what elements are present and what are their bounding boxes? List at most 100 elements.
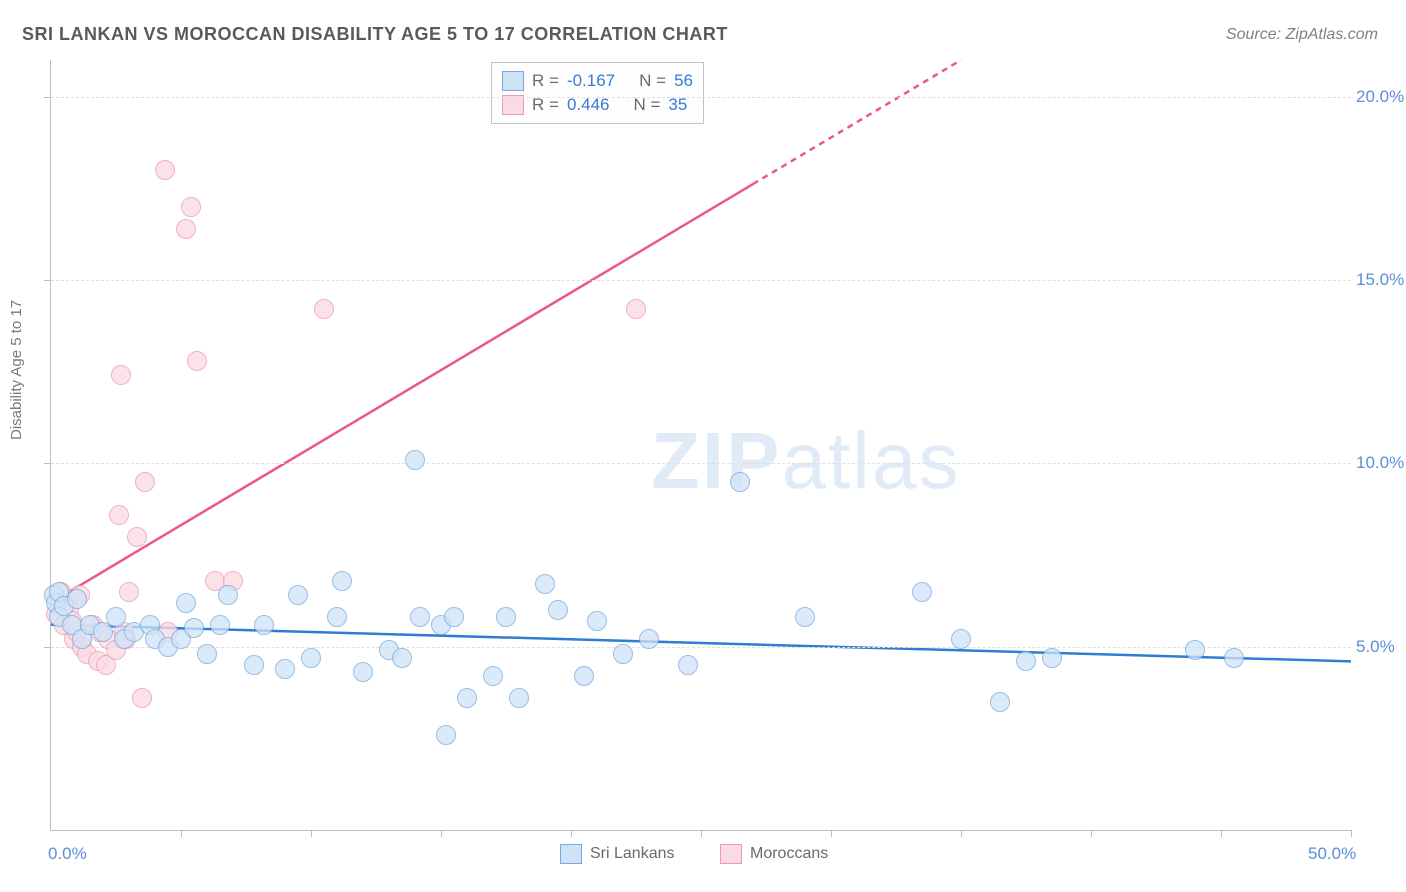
scatter-point-moroccans (132, 688, 152, 708)
y-axis-value: 5.0% (1356, 637, 1395, 657)
trend-line (753, 60, 961, 184)
legend-label: Moroccans (750, 845, 828, 863)
legend-r-label: R = (532, 71, 559, 91)
legend-row: R = -0.167 N = 56 (502, 69, 693, 93)
scatter-point-sri_lankans (1016, 651, 1036, 671)
trend-lines-layer (51, 60, 1351, 830)
scatter-point-sri_lankans (301, 648, 321, 668)
scatter-point-sri_lankans (288, 585, 308, 605)
y-tick (44, 97, 51, 98)
legend-r-value: 0.446 (567, 95, 610, 115)
scatter-point-moroccans (314, 299, 334, 319)
y-tick (44, 647, 51, 648)
scatter-point-sri_lankans (244, 655, 264, 675)
scatter-point-sri_lankans (613, 644, 633, 664)
scatter-point-sri_lankans (436, 725, 456, 745)
scatter-point-sri_lankans (184, 618, 204, 638)
scatter-point-sri_lankans (327, 607, 347, 627)
scatter-point-sri_lankans (410, 607, 430, 627)
legend-r-value: -0.167 (567, 71, 615, 91)
scatter-point-sri_lankans (990, 692, 1010, 712)
scatter-point-sri_lankans (912, 582, 932, 602)
scatter-point-sri_lankans (457, 688, 477, 708)
y-axis-value: 20.0% (1356, 87, 1404, 107)
scatter-point-sri_lankans (197, 644, 217, 664)
legend-swatch (502, 95, 524, 115)
scatter-point-sri_lankans (254, 615, 274, 635)
legend-n-value: 56 (674, 71, 693, 91)
scatter-point-moroccans (111, 365, 131, 385)
legend-r-label: R = (532, 95, 559, 115)
x-tick (441, 830, 442, 837)
x-tick (311, 830, 312, 837)
scatter-point-sri_lankans (275, 659, 295, 679)
scatter-point-sri_lankans (1224, 648, 1244, 668)
scatter-point-sri_lankans (392, 648, 412, 668)
scatter-point-sri_lankans (67, 589, 87, 609)
gridline-h (51, 280, 1351, 281)
x-axis-value: 50.0% (1308, 844, 1356, 864)
x-axis-value: 0.0% (48, 844, 87, 864)
scatter-point-moroccans (155, 160, 175, 180)
x-tick (961, 830, 962, 837)
scatter-point-sri_lankans (106, 607, 126, 627)
legend-swatch (502, 71, 524, 91)
scatter-point-sri_lankans (218, 585, 238, 605)
y-tick (44, 280, 51, 281)
scatter-point-sri_lankans (332, 571, 352, 591)
legend-label: Sri Lankans (590, 845, 675, 863)
legend-n-label: N = (633, 95, 660, 115)
gridline-h (51, 647, 1351, 648)
scatter-point-sri_lankans (176, 593, 196, 613)
scatter-point-sri_lankans (639, 629, 659, 649)
trend-line (51, 184, 753, 603)
legend-n-label: N = (639, 71, 666, 91)
scatter-point-sri_lankans (587, 611, 607, 631)
scatter-point-sri_lankans (678, 655, 698, 675)
x-tick (1091, 830, 1092, 837)
y-axis-value: 15.0% (1356, 270, 1404, 290)
scatter-point-moroccans (626, 299, 646, 319)
legend-swatch (720, 844, 742, 864)
x-tick (1221, 830, 1222, 837)
legend-n-value: 35 (668, 95, 687, 115)
scatter-point-moroccans (187, 351, 207, 371)
trend-line (51, 625, 1351, 662)
source-attribution: Source: ZipAtlas.com (1226, 26, 1378, 44)
x-tick (571, 830, 572, 837)
x-tick (701, 830, 702, 837)
scatter-point-moroccans (181, 197, 201, 217)
scatter-point-sri_lankans (535, 574, 555, 594)
legend-swatch (560, 844, 582, 864)
y-axis-label: Disability Age 5 to 17 (8, 300, 25, 440)
gridline-h (51, 463, 1351, 464)
x-tick (1351, 830, 1352, 837)
scatter-point-sri_lankans (353, 662, 373, 682)
scatter-point-sri_lankans (509, 688, 529, 708)
gridline-h (51, 97, 1351, 98)
bottom-legend-item: Sri Lankans (560, 844, 675, 864)
scatter-point-sri_lankans (795, 607, 815, 627)
scatter-point-sri_lankans (483, 666, 503, 686)
y-tick (44, 463, 51, 464)
chart-title: SRI LANKAN VS MOROCCAN DISABILITY AGE 5 … (22, 24, 728, 45)
scatter-point-sri_lankans (951, 629, 971, 649)
y-axis-value: 10.0% (1356, 453, 1404, 473)
scatter-point-sri_lankans (405, 450, 425, 470)
scatter-point-moroccans (119, 582, 139, 602)
scatter-point-moroccans (176, 219, 196, 239)
scatter-point-sri_lankans (496, 607, 516, 627)
scatter-point-sri_lankans (730, 472, 750, 492)
scatter-point-sri_lankans (574, 666, 594, 686)
scatter-point-moroccans (127, 527, 147, 547)
scatter-point-sri_lankans (1185, 640, 1205, 660)
scatter-point-sri_lankans (548, 600, 568, 620)
scatter-point-sri_lankans (1042, 648, 1062, 668)
x-tick (831, 830, 832, 837)
chart-plot-area: ZIPatlas R =-0.167N =56R =0.446N =35 (50, 60, 1351, 831)
bottom-legend-item: Moroccans (720, 844, 828, 864)
correlation-legend: R =-0.167N =56R =0.446N =35 (491, 62, 704, 124)
scatter-point-sri_lankans (444, 607, 464, 627)
x-tick (181, 830, 182, 837)
scatter-point-moroccans (135, 472, 155, 492)
